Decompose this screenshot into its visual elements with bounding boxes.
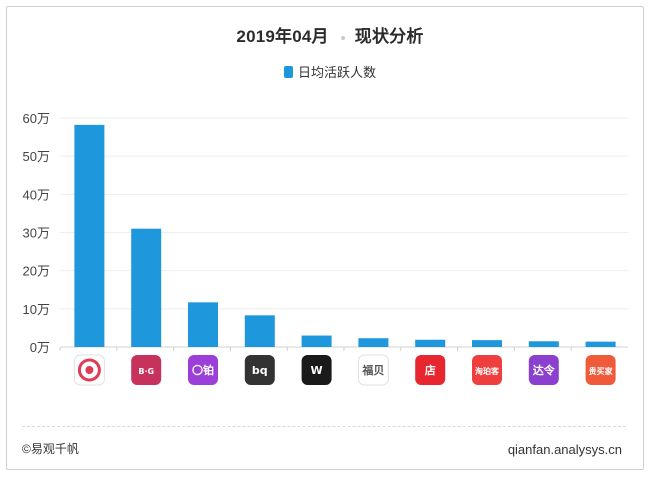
source-credit: ©易观千帆 (22, 442, 79, 456)
y-tick-label: 0万 (30, 340, 50, 355)
app-icon-glyph: bq (252, 364, 268, 377)
app-icon-glyph: 〇铂 (192, 363, 214, 377)
y-tick-label: 30万 (23, 226, 50, 241)
bar[interactable] (585, 341, 616, 347)
legend-swatch (283, 66, 293, 78)
bar[interactable] (472, 340, 502, 347)
app-icon-glyph: W (311, 364, 323, 377)
chart-frame (6, 6, 644, 470)
y-tick-label: 10万 (23, 302, 50, 317)
title-date: 2019年04月 (236, 27, 329, 46)
chart-legend[interactable]: 日均活跃人数 (0, 62, 660, 81)
app-icon-5 (301, 355, 332, 385)
source-url[interactable]: qianfan.analysys.cn (507, 442, 622, 457)
app-icon-glyph: 淘珀客 (475, 366, 500, 376)
chart-title: 2019年04月 现状分析 (0, 22, 660, 47)
title-text: 现状分析 (354, 27, 424, 46)
bar[interactable] (301, 335, 332, 347)
bar[interactable] (188, 302, 218, 347)
app-icon-glyph: B·G (138, 367, 154, 376)
footer-divider (22, 426, 626, 427)
app-icon-ring (77, 358, 101, 382)
y-tick-label: 60万 (23, 111, 50, 126)
app-icon-4 (244, 355, 275, 385)
y-tick-label: 50万 (23, 149, 50, 164)
y-tick-label: 20万 (23, 264, 50, 279)
app-icon-7 (415, 355, 446, 385)
bar[interactable] (131, 228, 162, 347)
y-tick-label: 40万 (23, 187, 50, 202)
bar[interactable] (358, 338, 389, 347)
bar[interactable] (528, 341, 559, 347)
app-icon-6 (357, 354, 389, 386)
app-icon-2 (131, 355, 162, 385)
legend-label: 日均活跃人数 (297, 65, 376, 80)
title-separator-dot (340, 35, 345, 40)
app-icon-glyph: 店 (425, 363, 436, 377)
app-icon-8 (472, 355, 502, 385)
bar[interactable] (244, 315, 275, 347)
app-icon-10 (585, 355, 616, 385)
app-icon-dot (85, 366, 94, 374)
app-icon-glyph: 达令 (533, 363, 556, 377)
app-icon-glyph: 福贝 (361, 363, 384, 377)
app-icon-9 (528, 355, 559, 385)
app-icon-3 (188, 355, 218, 385)
bar[interactable] (415, 339, 446, 347)
app-icon-glyph: 贵买家 (589, 366, 614, 376)
bar[interactable] (74, 124, 105, 348)
